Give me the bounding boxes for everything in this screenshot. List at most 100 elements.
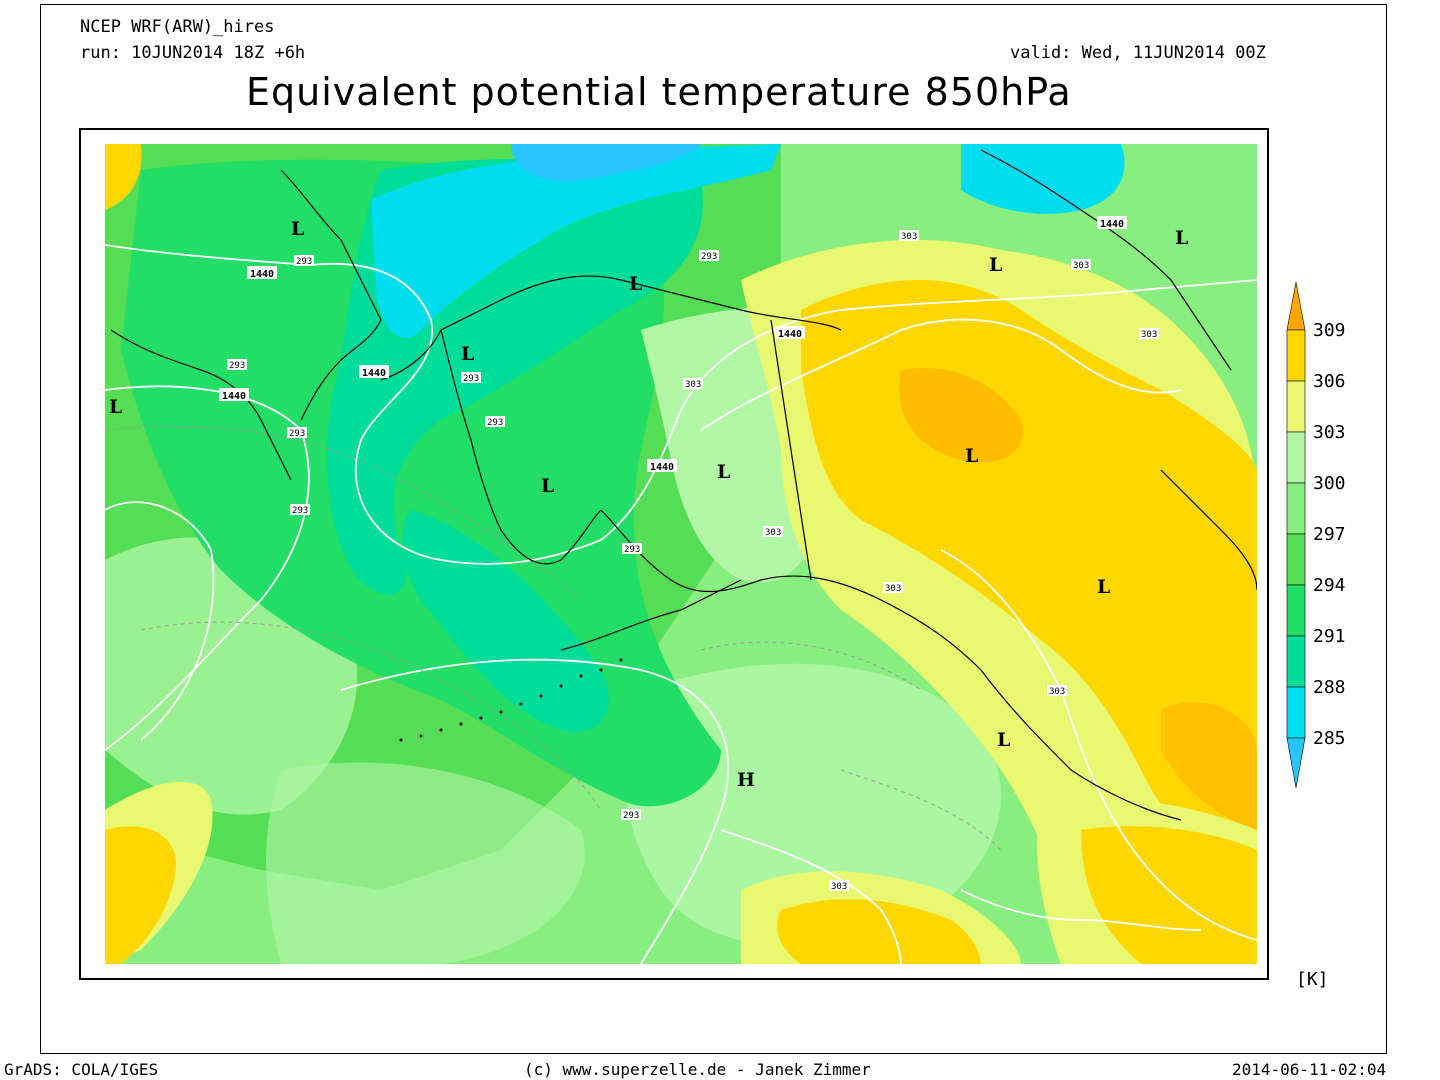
colorbar — [1286, 281, 1306, 789]
colorbar-arrow-bottom — [1286, 737, 1306, 789]
contour-label-293: 293 — [292, 506, 308, 516]
colorbar-bin-300 — [1286, 431, 1306, 484]
outer-frame — [40, 4, 1387, 1054]
geopotential-contours — [105, 244, 1257, 964]
field-306-southwest — [105, 826, 176, 964]
coast-hudson — [1160, 469, 1257, 591]
contour-label-1440: 1440 — [362, 368, 386, 379]
colorbar-label-300: 300 — [1313, 473, 1346, 494]
low-label: L — [997, 729, 1010, 751]
low-label: L — [629, 273, 642, 295]
aleutian-islands — [399, 658, 623, 742]
contour-label-1440: 1440 — [778, 329, 802, 340]
low-label: L — [989, 254, 1002, 276]
coast-alaska-south — [600, 509, 1182, 821]
field-306-south — [777, 899, 981, 964]
contour-label-303: 303 — [685, 380, 701, 390]
low-label: L — [965, 445, 978, 467]
field-306-corner-nw — [105, 144, 142, 210]
low-label: L — [1097, 576, 1110, 598]
contour-303-c — [700, 318, 1182, 431]
contour-label-1440: 1440 — [250, 269, 274, 280]
model-label: NCEP WRF(ARW)_hires — [80, 17, 275, 37]
field-300-south — [266, 762, 585, 964]
colorbar-label-306: 306 — [1313, 371, 1346, 392]
geopotential-labels: 1440 1440 1440 1440 1440 1440 — [219, 216, 1127, 473]
contour-label-293: 293 — [463, 374, 479, 384]
low-label: L — [541, 475, 554, 497]
contour-label-303: 303 — [1141, 330, 1157, 340]
valid-label: valid: Wed, 11JUN2014 00Z — [1010, 43, 1266, 63]
colorbar-label-285: 285 — [1313, 728, 1346, 749]
coast-chukotka — [280, 169, 382, 421]
contour-293-a — [105, 385, 310, 751]
colorbar-unit: [K] — [1296, 969, 1329, 990]
colorbar-bin-288 — [1286, 635, 1306, 688]
border-alaska-canada — [770, 319, 812, 581]
coast-canada-arctic — [980, 149, 1232, 371]
contour-label-303: 303 — [1049, 687, 1065, 697]
run-label: run: 10JUN2014 18Z +6h — [80, 43, 306, 63]
coast-alaska-peninsula — [560, 579, 742, 651]
theta-e-map: L L L L L L L L L L L H 1440 1440 1440 1… — [105, 144, 1257, 964]
low-label: L — [717, 461, 730, 483]
contour-label-1440: 1440 — [1100, 219, 1124, 230]
contour-293-c — [340, 658, 729, 964]
colorbar-label-288: 288 — [1313, 677, 1346, 698]
field-309-patch-a — [899, 368, 1023, 463]
field-below-285 — [511, 144, 701, 181]
map-panel: L L L L L L L L L L L H 1440 1440 1440 1… — [79, 128, 1269, 980]
contour-label-303: 303 — [901, 232, 917, 242]
contour-label-293: 293 — [701, 252, 717, 262]
low-label: L — [109, 396, 122, 418]
colorbar-bin-306 — [1286, 329, 1306, 382]
coast-alaska-west — [440, 329, 602, 565]
contour-303-d — [960, 889, 1202, 931]
colorbar-label-294: 294 — [1313, 575, 1346, 596]
dashed-contours — [105, 425, 1002, 851]
colorbar-bin-291 — [1286, 584, 1306, 637]
colorbar-bin-285 — [1286, 686, 1306, 739]
map-title: Equivalent potential temperature 850hPa — [246, 70, 1072, 114]
contour-label-293: 293 — [289, 429, 305, 439]
colorbar-label-297: 297 — [1313, 524, 1346, 545]
contour-label-293: 293 — [229, 361, 245, 371]
low-label: L — [461, 343, 474, 365]
high-label: H — [737, 769, 755, 791]
contour-label-303: 303 — [885, 584, 901, 594]
colorbar-label-303: 303 — [1313, 422, 1346, 443]
field-285-north — [371, 144, 781, 338]
colorbar-bin-294 — [1286, 533, 1306, 586]
coast-alaska-north — [380, 275, 842, 381]
contour-label-293: 293 — [623, 811, 639, 821]
field-288-peninsula — [402, 510, 609, 732]
colorbar-label-309: 309 — [1313, 320, 1346, 341]
contour-label-293: 293 — [296, 257, 312, 267]
field-306-southeast — [1081, 826, 1257, 964]
theta-contour-labels: 293 293 293 293 293 293 293 293 293 303 … — [227, 230, 1159, 892]
contour-label-303: 303 — [765, 528, 781, 538]
contour-label-293: 293 — [487, 418, 503, 428]
colorbar-arrow-top — [1286, 281, 1306, 331]
contour-1440-a — [105, 244, 1257, 565]
contour-label-303: 303 — [831, 882, 847, 892]
contour-293-b — [105, 501, 215, 741]
colorbar-bin-297 — [1286, 482, 1306, 535]
low-label: L — [291, 218, 304, 240]
field-300-gulf — [623, 663, 1002, 947]
footer-timestamp: 2014-06-11-02:04 — [1232, 1060, 1387, 1079]
contour-label-1440: 1440 — [650, 462, 674, 473]
footer-copyright: (c) www.superzelle.de - Janek Zimmer — [524, 1060, 871, 1079]
contour-303-a — [720, 829, 902, 964]
contour-303-b — [940, 549, 1257, 941]
colorbar-label-291: 291 — [1313, 626, 1346, 647]
contour-label-1440: 1440 — [222, 391, 246, 402]
footer-grads-credit: GrADS: COLA/IGES — [4, 1060, 159, 1079]
contour-label-293: 303 — [1073, 261, 1089, 271]
theta-e-field — [105, 144, 1257, 964]
field-309-patch-b — [1161, 702, 1257, 830]
low-label: L — [1175, 227, 1188, 249]
pressure-system-labels: L L L L L L L L L L L H — [109, 218, 1188, 791]
coastlines — [110, 149, 1257, 821]
contour-label-293: 293 — [624, 545, 640, 555]
